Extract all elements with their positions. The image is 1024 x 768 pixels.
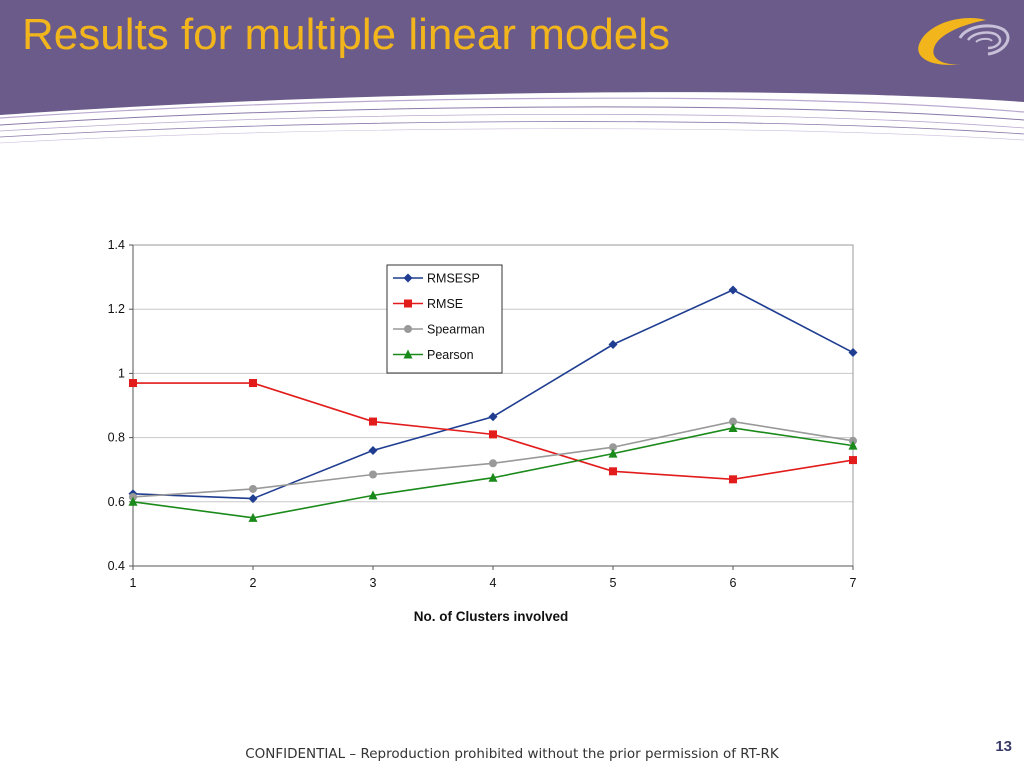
data-point-pearson	[368, 490, 378, 500]
y-tick-label: 1.2	[108, 302, 125, 316]
y-tick-label: 0.4	[108, 559, 125, 573]
data-point-rmse	[369, 417, 377, 426]
y-tick-label: 1.4	[108, 238, 125, 252]
legend-label-rmsesp: RMSESP	[427, 272, 480, 286]
data-point-rmse	[489, 430, 497, 439]
plot-area: 0.4 0.6 0.8 1 1.2 1.4 1 2 3 4 5 6 7 RMSESP RMSE Spearma…	[108, 238, 858, 590]
data-point-pearson	[728, 422, 738, 432]
y-tick-label: 0.6	[108, 495, 125, 509]
data-point-pearson	[488, 472, 498, 482]
header-swoosh-line	[0, 106, 1024, 126]
data-point-rmse	[609, 467, 617, 476]
data-point-rmsesp	[248, 494, 258, 504]
data-point-pearson	[848, 440, 858, 450]
x-tick-label: 4	[490, 576, 497, 590]
data-point-spearman	[609, 443, 617, 452]
data-point-rmse	[729, 475, 737, 484]
data-point-pearson	[128, 496, 138, 506]
data-point-spearman	[369, 470, 377, 479]
data-point-pearson	[248, 512, 258, 522]
footer-confidential: CONFIDENTIAL – Reproduction prohibited w…	[245, 746, 779, 762]
x-tick-label: 2	[250, 576, 257, 590]
y-tick-label: 1	[118, 366, 125, 380]
slide-title: Results for multiple linear models	[22, 10, 671, 59]
legend-label-spearman: Spearman	[427, 323, 485, 337]
header-swoosh-line	[0, 97, 1024, 119]
header-swoosh-line	[0, 114, 1024, 132]
data-point-spearman	[489, 459, 497, 468]
data-point-rmsesp	[488, 412, 498, 422]
data-point-rmsesp	[848, 348, 858, 358]
data-point-rmsesp	[608, 340, 618, 350]
data-point-rmsesp	[368, 445, 378, 455]
x-tick-label: 6	[730, 576, 737, 590]
header-band	[0, 0, 1024, 115]
data-point-rmsesp	[728, 285, 738, 295]
y-tick-label: 0.8	[108, 431, 125, 445]
header-swoosh-line	[0, 128, 1024, 144]
header-swoosh-line	[0, 121, 1024, 138]
x-tick-label: 3	[370, 576, 377, 590]
data-point-spearman	[729, 417, 737, 426]
header-banner	[0, 0, 1024, 144]
page-number: 13	[995, 738, 1012, 755]
slide-header: Results for multiple linear models	[0, 0, 1024, 150]
legend-label-rmse: RMSE	[427, 297, 463, 311]
data-point-rmse	[849, 456, 857, 465]
x-tick-label: 5	[610, 576, 617, 590]
legend-marker-pearson	[403, 349, 413, 359]
legend-label-pearson: Pearson	[427, 348, 474, 362]
line-chart: 0.4 0.6 0.8 1 1.2 1.4 1 2 3 4 5 6 7 RMSESP RMSE Spearma…	[108, 238, 858, 624]
data-point-rmse	[129, 379, 137, 388]
legend-marker-spearman	[404, 325, 412, 333]
x-axis-label: No. of Clusters involved	[414, 609, 569, 624]
company-logo-icon	[918, 18, 1010, 65]
x-tick-label: 7	[850, 576, 857, 590]
legend-marker-rmse	[404, 299, 412, 308]
x-tick-label: 1	[130, 576, 137, 590]
legend-marker-rmsesp	[403, 273, 413, 283]
data-point-spearman	[249, 484, 257, 493]
data-point-pearson	[608, 448, 618, 458]
data-point-rmse	[249, 379, 257, 388]
